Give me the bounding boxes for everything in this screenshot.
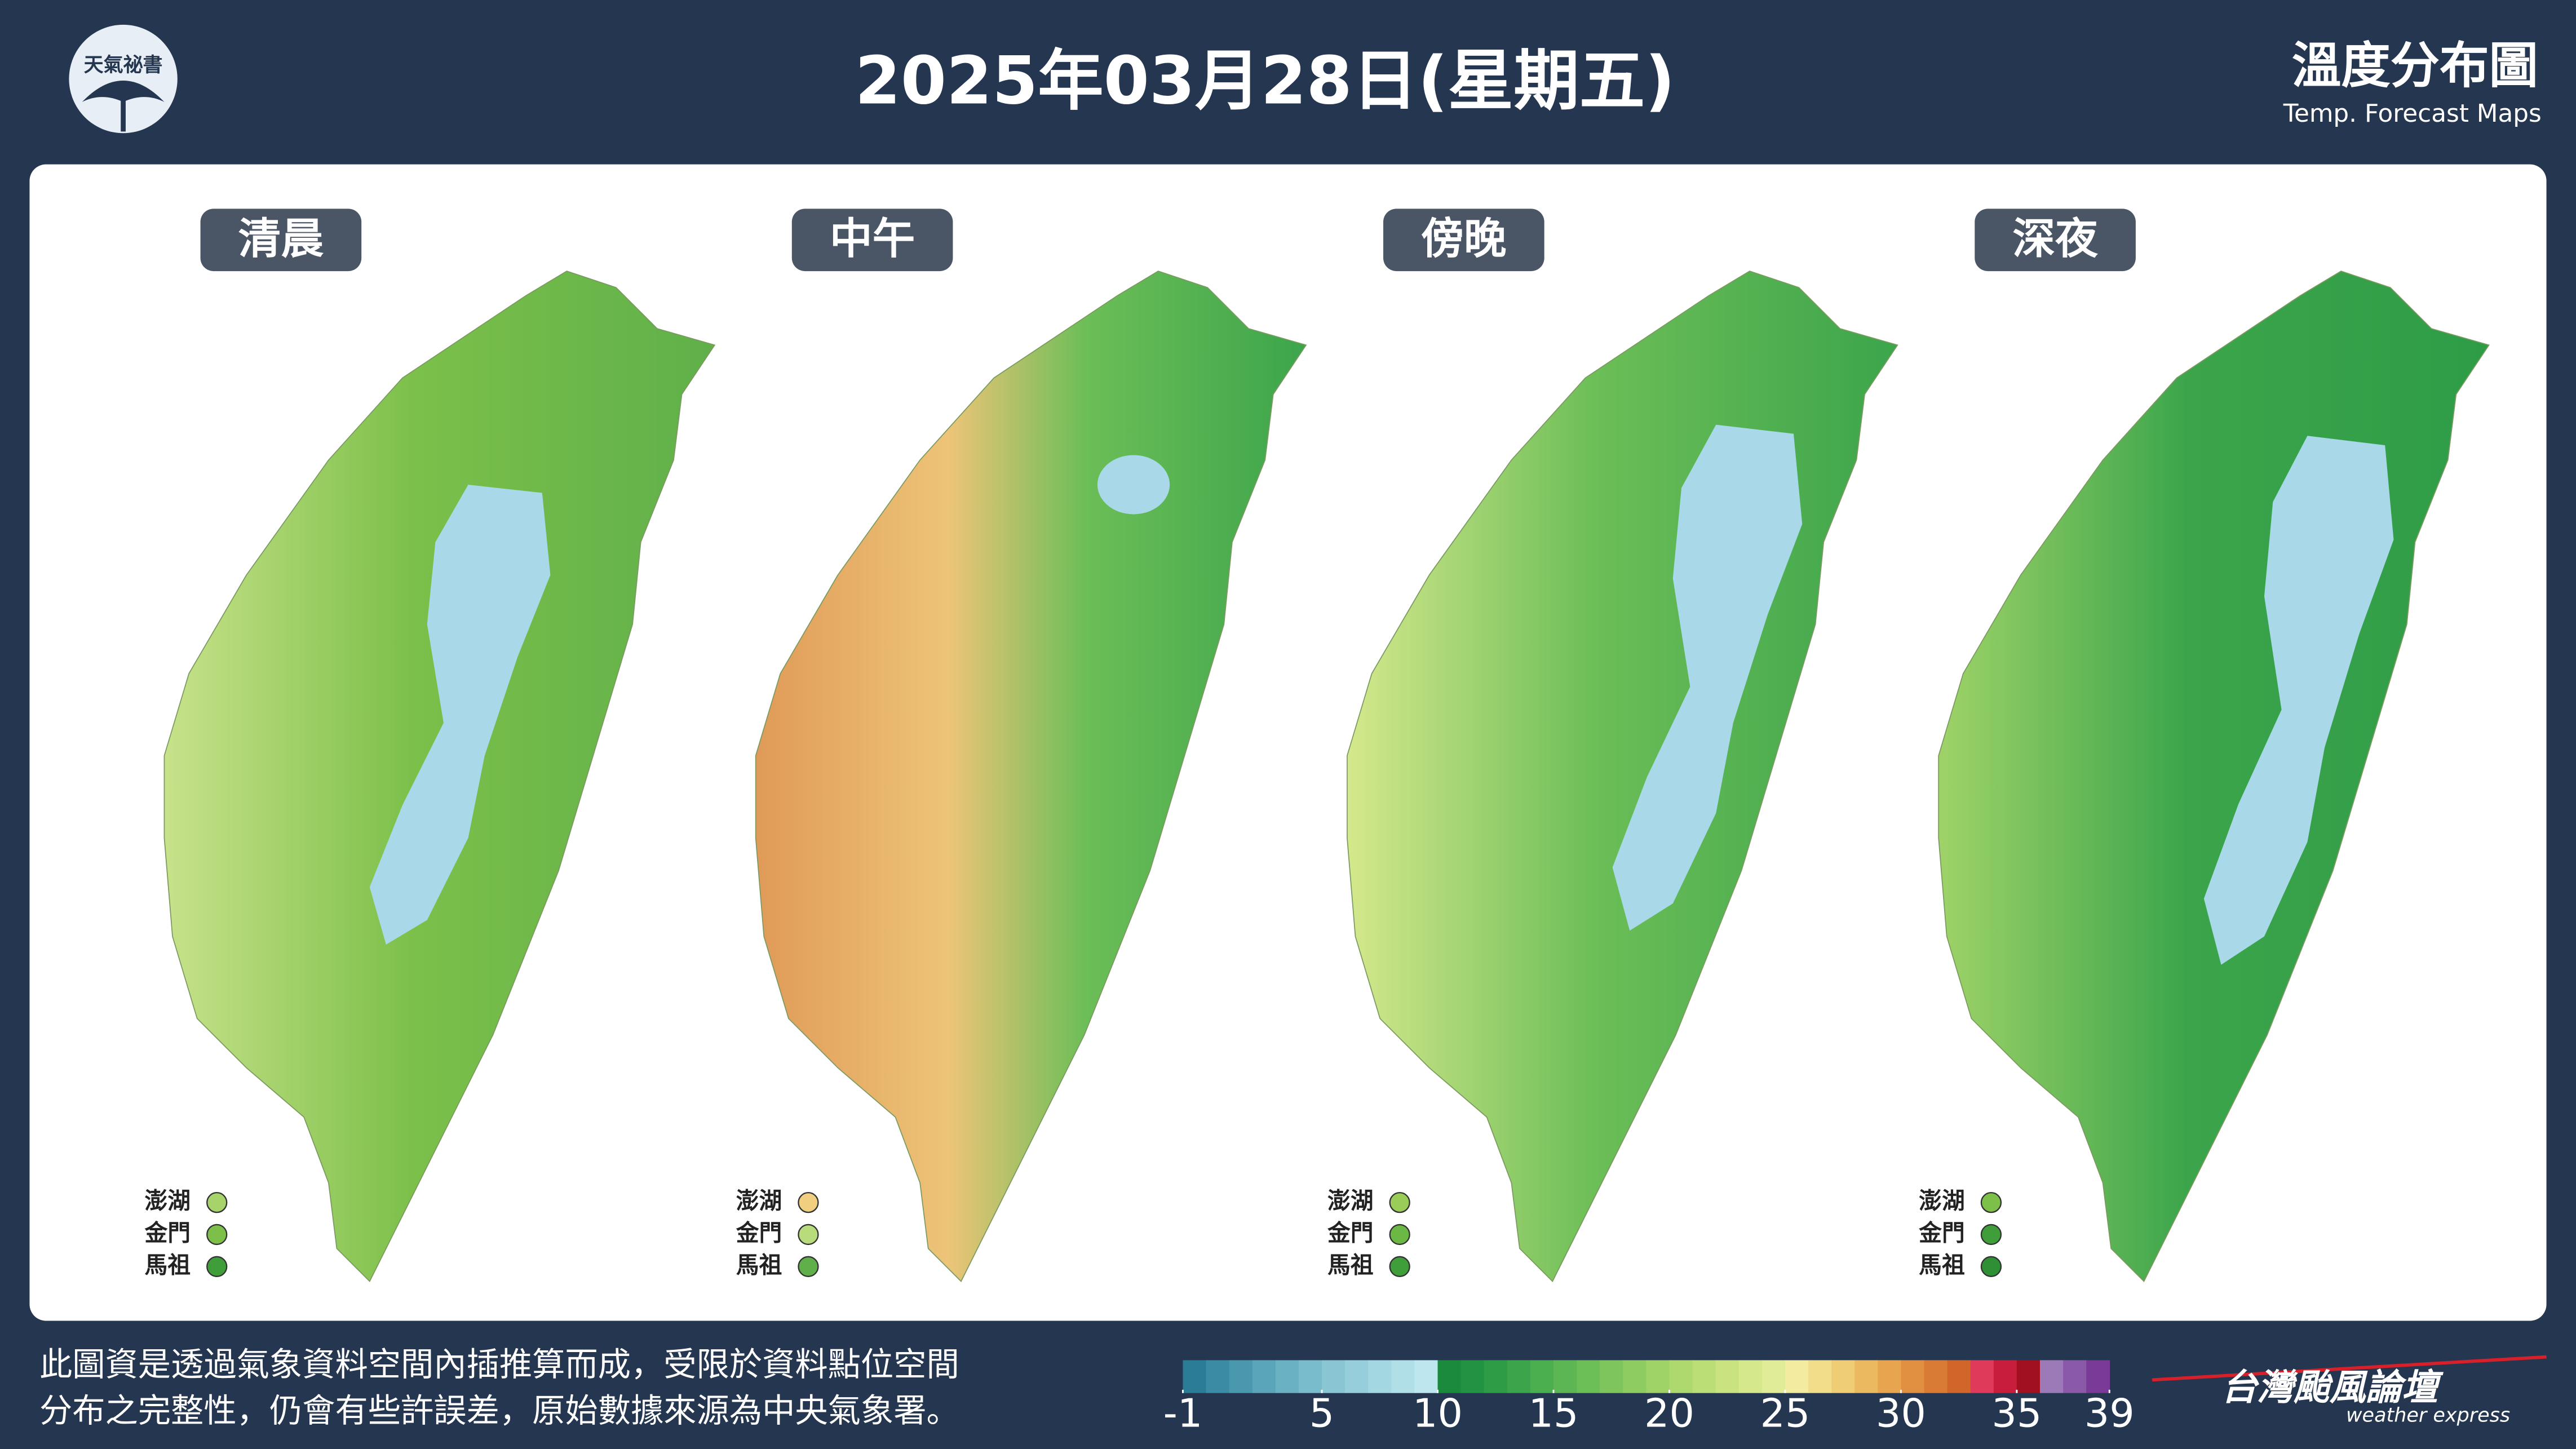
- logo-text: 天氣祕書: [84, 54, 163, 77]
- panel-label-box: [1383, 209, 1544, 272]
- panel-label-box: [791, 209, 953, 272]
- colorbar-segment: [1322, 1360, 1346, 1393]
- island-dot: [798, 1224, 819, 1246]
- island-label: 金門: [1327, 1219, 1374, 1246]
- colorbar-segment: [1623, 1360, 1647, 1393]
- colorbar-tick-label: 35: [1991, 1391, 2042, 1437]
- footer-note: 分布之完整性，仍會有些許誤差，原始數據來源為中央氣象署。: [39, 1392, 959, 1430]
- colorbar-segment: [1808, 1360, 1833, 1393]
- island-label: 澎湖: [736, 1187, 782, 1215]
- colorbar-segment: [1715, 1360, 1740, 1393]
- colorbar-tick-label: 30: [1876, 1391, 1926, 1437]
- colorbar-segment: [1437, 1360, 1462, 1393]
- colorbar-segment: [1669, 1360, 1693, 1393]
- colorbar-segment: [1275, 1360, 1299, 1393]
- panel-label: 傍晚: [1421, 214, 1507, 264]
- panel-label-box: [1975, 209, 2136, 272]
- colorbar-segment: [1947, 1360, 1971, 1393]
- colorbar-segment: [2086, 1360, 2110, 1393]
- colorbar-segment: [1298, 1360, 1322, 1393]
- island-dot: [1980, 1256, 2002, 1277]
- colorbar-tick-label: 39: [2084, 1391, 2135, 1437]
- island-dot: [206, 1256, 228, 1277]
- island-label: 澎湖: [1919, 1187, 1965, 1215]
- island-dot: [798, 1191, 819, 1213]
- island-dot: [1389, 1256, 1410, 1277]
- colorbar-segment: [1183, 1360, 1207, 1393]
- colorbar-segment: [1761, 1360, 1786, 1393]
- island-dot: [798, 1256, 819, 1277]
- colorbar-segment: [1646, 1360, 1670, 1393]
- island-dot: [1980, 1191, 2002, 1213]
- colorbar-segment: [1391, 1360, 1415, 1393]
- colorbar-segment: [1878, 1360, 1902, 1393]
- colorbar-segment: [1530, 1360, 1554, 1393]
- island-label: 馬祖: [144, 1251, 191, 1278]
- colorbar-segment: [1345, 1360, 1369, 1393]
- island-label: 澎湖: [1327, 1187, 1374, 1215]
- colorbar-tick-label: -1: [1163, 1391, 1203, 1437]
- panel-label: 清晨: [238, 214, 324, 264]
- colorbar-tick-label: 15: [1528, 1391, 1578, 1437]
- island-label: 金門: [736, 1219, 782, 1246]
- island-label: 馬祖: [1919, 1251, 1965, 1278]
- colorbar-segment: [1692, 1360, 1716, 1393]
- colorbar-segment: [1738, 1360, 1763, 1393]
- colorbar-segment: [1414, 1360, 1439, 1393]
- colorbar-segment: [1924, 1360, 1948, 1393]
- map: [755, 270, 1307, 1282]
- island-label: 金門: [144, 1219, 191, 1246]
- island-label: 澎湖: [144, 1187, 191, 1215]
- footer-note: 此圖資是透過氣象資料空間內插推算而成，受限於資料點位空間: [39, 1345, 959, 1384]
- logo: 天氣祕書: [69, 24, 178, 134]
- island-dot: [206, 1224, 228, 1246]
- map-subtitle: Temp. Forecast Maps: [2283, 99, 2542, 128]
- colorbar-segment: [1507, 1360, 1531, 1393]
- brand-sub: weather express: [2346, 1404, 2510, 1427]
- island-dot: [1389, 1191, 1410, 1213]
- brand: 台灣颱風論壇: [2221, 1366, 2444, 1408]
- colorbar-segment: [2039, 1360, 2064, 1393]
- colorbar-segment: [1854, 1360, 1879, 1393]
- colorbar-segment: [1484, 1360, 1508, 1393]
- island-label: 馬祖: [1327, 1251, 1374, 1278]
- colorbar-segment: [1553, 1360, 1577, 1393]
- colorbar-segment: [1970, 1360, 1994, 1393]
- colorbar-tick-label: 20: [1644, 1391, 1694, 1437]
- panel-label: 深夜: [2012, 214, 2098, 264]
- panel-label-box: [200, 209, 362, 272]
- colorbar-segment: [1831, 1360, 1856, 1393]
- colorbar-segment: [1600, 1360, 1624, 1393]
- brand-line: [2152, 1355, 2547, 1382]
- colorbar-segment: [1206, 1360, 1230, 1393]
- colorbar-segment: [1785, 1360, 1809, 1393]
- colorbar-tick-label: 10: [1413, 1391, 1463, 1437]
- colorbar-tick-label: 25: [1760, 1391, 1810, 1437]
- colorbar-segment: [1577, 1360, 1601, 1393]
- map-title: 溫度分布圖: [2292, 37, 2538, 95]
- island-label: 馬祖: [736, 1251, 782, 1278]
- title: 2025年03月28日(星期五): [855, 43, 1675, 119]
- island-dot: [1980, 1224, 2002, 1246]
- island-dot: [206, 1191, 228, 1213]
- colorbar-tick-label: 5: [1309, 1391, 1335, 1437]
- colorbar-segment: [2016, 1360, 2041, 1393]
- colorbar-segment: [1993, 1360, 2017, 1393]
- colorbar-segment: [1901, 1360, 1925, 1393]
- colorbar-segment: [1252, 1360, 1276, 1393]
- colorbar-segment: [1368, 1360, 1392, 1393]
- panel-label: 中午: [830, 214, 915, 264]
- island-label: 金門: [1918, 1219, 1965, 1246]
- colorbar-segment: [1229, 1360, 1253, 1393]
- island-dot: [1389, 1224, 1410, 1246]
- colorbar-segment: [2063, 1360, 2087, 1393]
- colorbar-segment: [1460, 1360, 1485, 1393]
